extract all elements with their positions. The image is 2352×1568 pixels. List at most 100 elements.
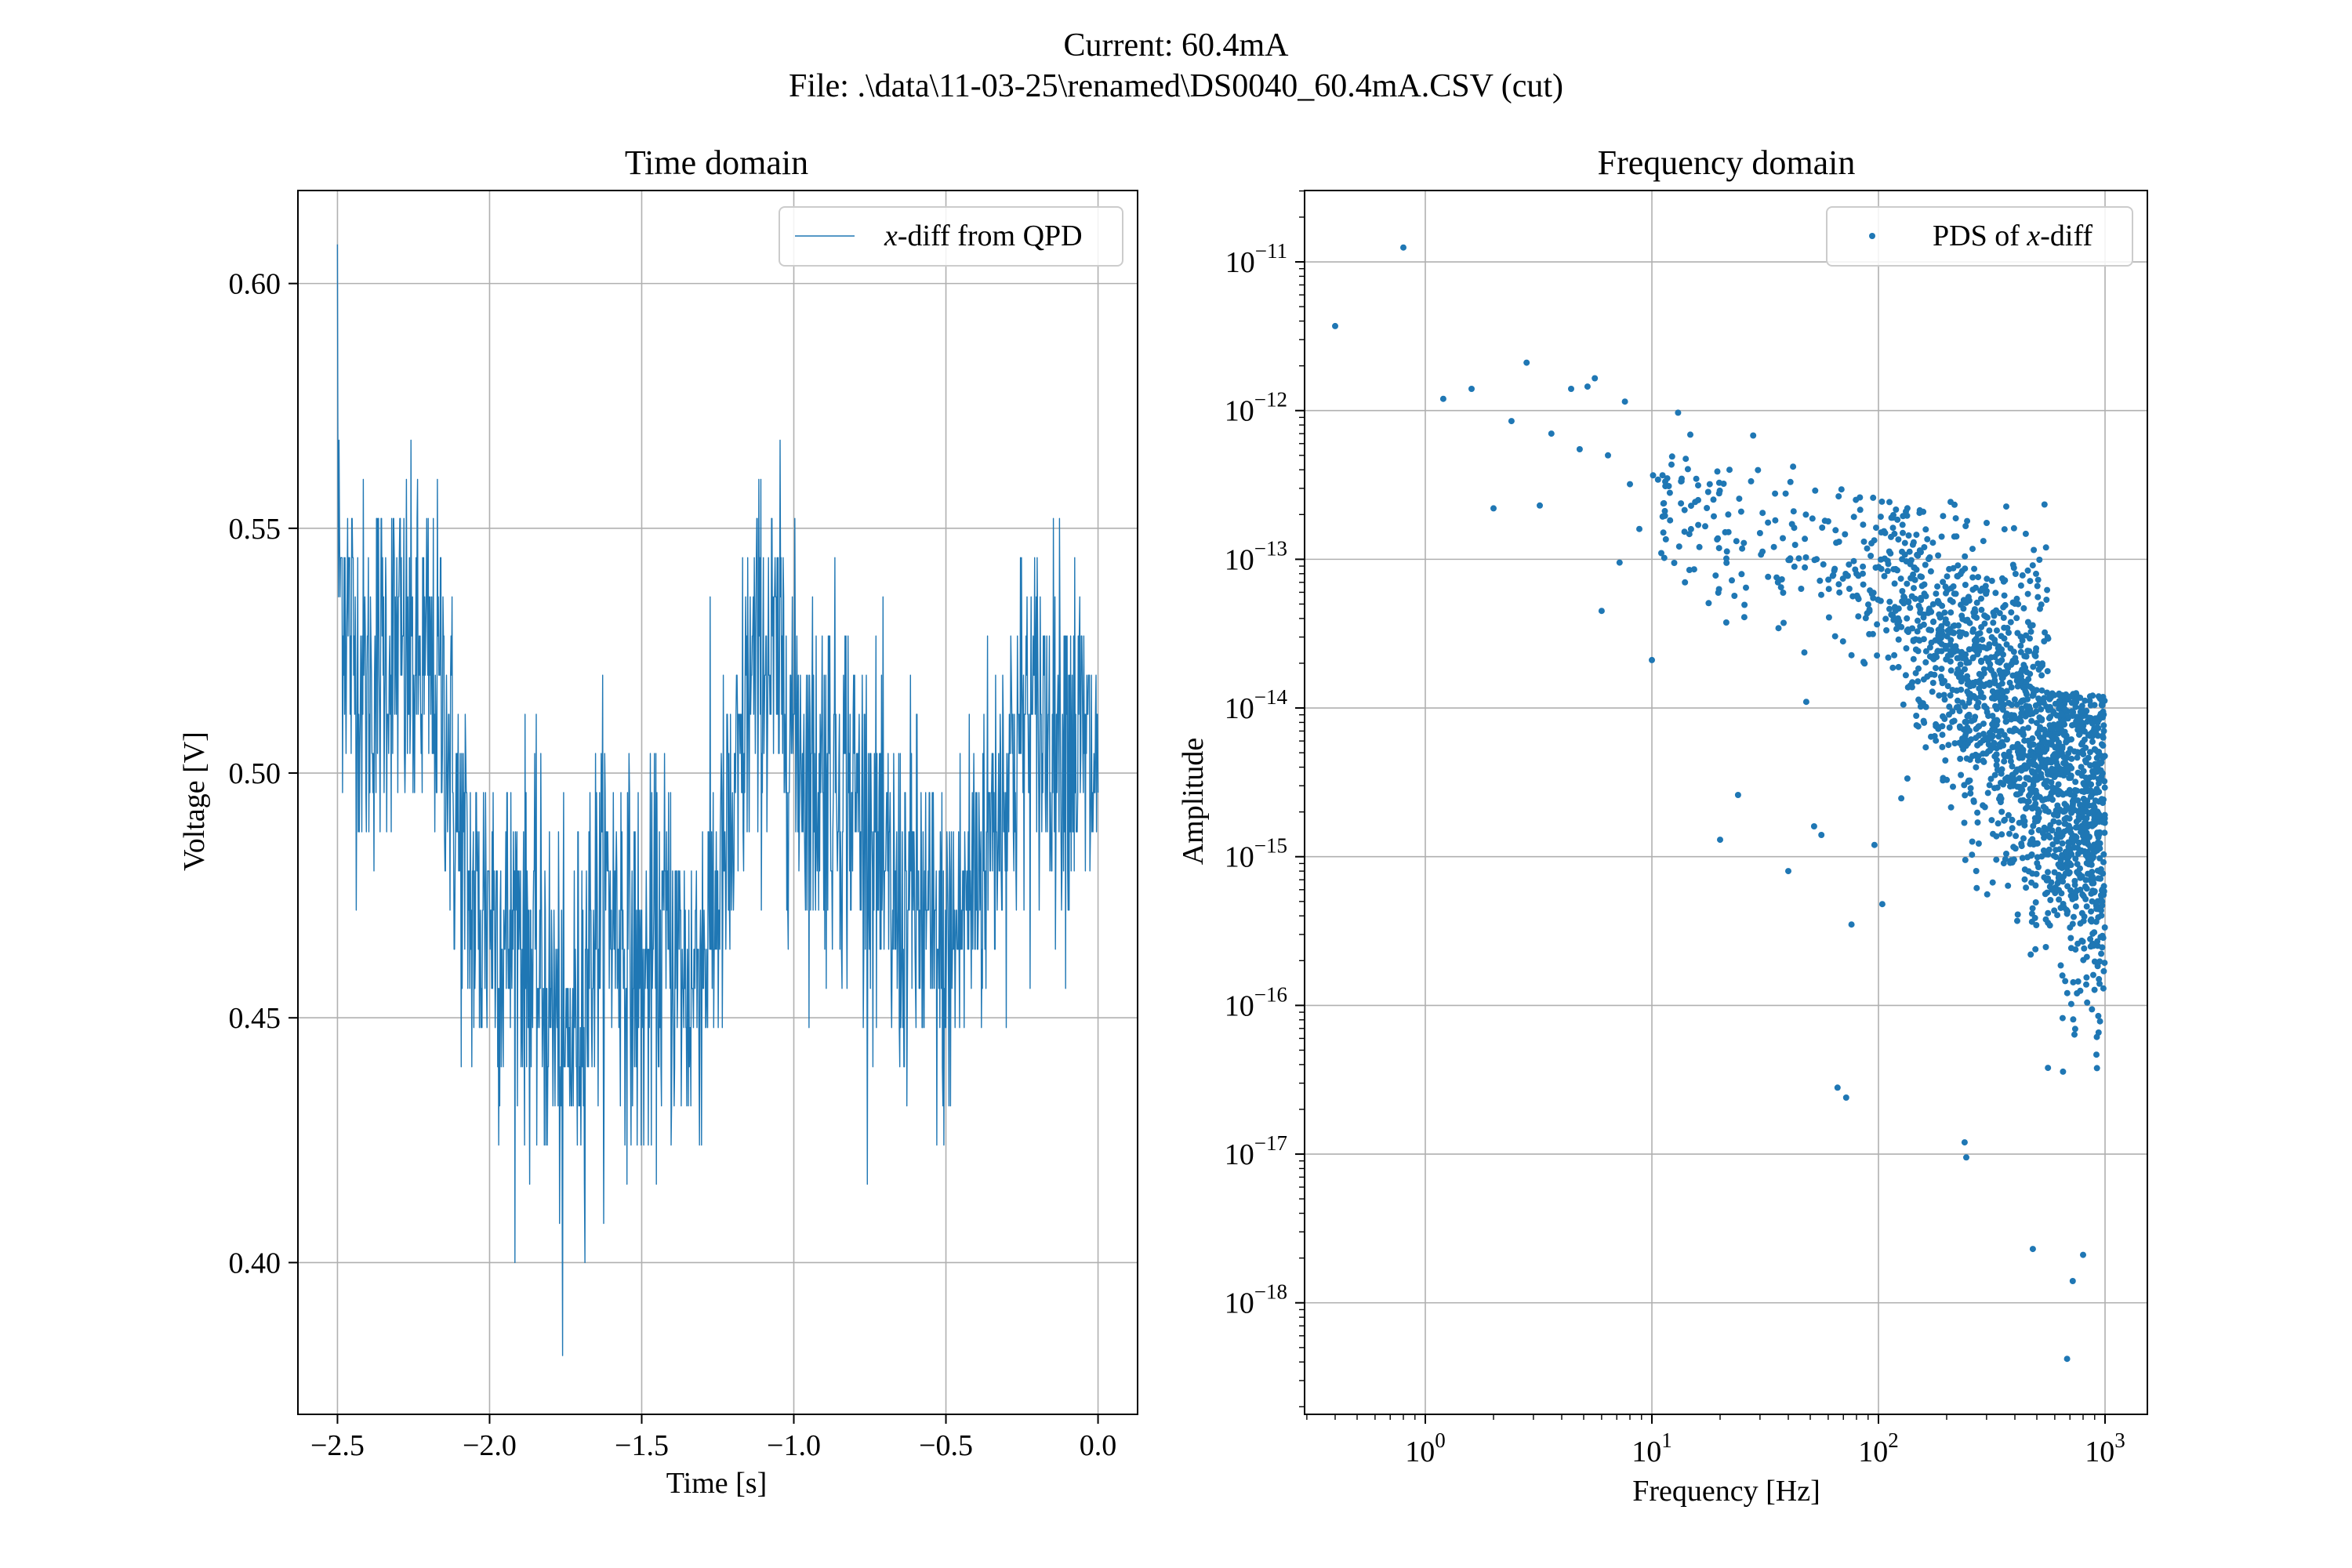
frequency-domain-point bbox=[1986, 627, 1993, 634]
frequency-domain-point bbox=[2077, 886, 2084, 893]
frequency-domain-point bbox=[1884, 568, 1891, 575]
frequency-domain-point bbox=[2065, 713, 2072, 720]
frequency-domain-point bbox=[1921, 544, 1928, 550]
frequency-domain-point bbox=[1914, 628, 1921, 635]
frequency-domain-point bbox=[2062, 978, 2069, 985]
frequency-domain-point bbox=[1973, 764, 1980, 771]
frequency-domain-point bbox=[2051, 907, 2058, 914]
frequency-domain-ytick-label-base: 10 bbox=[1225, 841, 1254, 874]
frequency-domain-point bbox=[2000, 651, 2006, 658]
frequency-domain-point bbox=[1987, 775, 1994, 782]
frequency-domain-point bbox=[2033, 922, 2040, 928]
frequency-domain-point bbox=[1903, 508, 1909, 515]
frequency-domain-point bbox=[1957, 755, 1964, 762]
frequency-domain-point bbox=[1976, 630, 1984, 637]
frequency-domain-point bbox=[1986, 782, 1993, 789]
frequency-domain-point bbox=[1920, 614, 1927, 621]
frequency-domain-ytick-label-base: 10 bbox=[1225, 1138, 1254, 1171]
frequency-domain-point bbox=[1973, 753, 1980, 760]
time-domain-ytick-label: 0.45 bbox=[229, 1002, 281, 1035]
frequency-domain-point bbox=[2014, 741, 2021, 747]
frequency-domain-point bbox=[1871, 841, 1878, 848]
frequency-domain-point bbox=[1881, 572, 1888, 579]
frequency-domain-point bbox=[1964, 616, 1971, 623]
frequency-domain-point bbox=[2003, 851, 2009, 857]
frequency-domain-point bbox=[2043, 877, 2050, 884]
frequency-domain-point bbox=[2037, 664, 2044, 671]
frequency-domain-ytick-label-exponent: −17 bbox=[1254, 1131, 1287, 1155]
frequency-domain-point bbox=[1947, 609, 1955, 616]
frequency-domain-point bbox=[1938, 666, 1945, 673]
frequency-domain-ticks: 100 101 102 10310−1810−1710−1610−1510−1410−… bbox=[1225, 190, 2125, 1468]
frequency-domain-point bbox=[2082, 697, 2089, 704]
frequency-domain-point bbox=[1962, 792, 1969, 799]
frequency-domain-point bbox=[1889, 524, 1896, 532]
frequency-domain-point bbox=[1910, 655, 1917, 662]
frequency-domain-point bbox=[2067, 935, 2074, 942]
frequency-domain-point bbox=[2013, 615, 2020, 622]
frequency-domain-point bbox=[1962, 703, 1969, 710]
frequency-domain-point bbox=[2059, 745, 2066, 752]
frequency-domain-point bbox=[2001, 592, 2008, 599]
frequency-domain-point bbox=[1812, 487, 1819, 494]
frequency-domain-point bbox=[1962, 565, 1969, 572]
frequency-domain-point bbox=[1973, 584, 1980, 591]
frequency-domain-point bbox=[1681, 528, 1688, 535]
frequency-domain-point bbox=[1991, 753, 1998, 760]
frequency-domain-ytick-label-base: 10 bbox=[1225, 989, 1254, 1022]
frequency-domain-point bbox=[1991, 673, 1998, 680]
frequency-domain-point bbox=[1943, 645, 1949, 652]
frequency-domain-point bbox=[1998, 633, 2005, 640]
frequency-domain-point bbox=[1907, 575, 1915, 582]
frequency-domain-point bbox=[2051, 774, 2058, 780]
frequency-domain-point bbox=[1926, 644, 1933, 651]
frequency-domain-point bbox=[1679, 475, 1685, 482]
frequency-domain-point bbox=[2078, 847, 2085, 854]
frequency-domain-point bbox=[1866, 630, 1873, 637]
frequency-domain-point bbox=[2099, 702, 2106, 709]
frequency-domain-point bbox=[1855, 613, 1862, 620]
frequency-domain-point bbox=[1854, 594, 1861, 601]
figure-suptitle-current: Current: 60.4mA bbox=[1063, 27, 1289, 64]
frequency-domain-ytick-label: 10−17 bbox=[1225, 1131, 1287, 1171]
frequency-domain-point bbox=[1974, 742, 1981, 749]
frequency-domain-point bbox=[1992, 702, 1998, 710]
frequency-domain-point bbox=[1865, 601, 1871, 608]
frequency-domain-point bbox=[2083, 885, 2090, 892]
time-domain-series bbox=[336, 244, 1099, 1356]
frequency-domain-point bbox=[2000, 694, 2007, 701]
frequency-domain-point bbox=[1891, 530, 1898, 537]
frequency-domain-point bbox=[1831, 567, 1838, 574]
frequency-domain-point bbox=[1913, 532, 1920, 539]
frequency-domain-point bbox=[1687, 431, 1693, 438]
frequency-domain-point bbox=[1785, 868, 1791, 875]
frequency-domain-point bbox=[1998, 700, 2005, 706]
frequency-domain-point bbox=[1947, 804, 1955, 811]
frequency-domain-point bbox=[1729, 577, 1735, 584]
frequency-domain-point bbox=[1976, 679, 1983, 686]
frequency-domain-point bbox=[1731, 593, 1738, 599]
frequency-domain-point bbox=[2063, 989, 2071, 996]
frequency-domain-point bbox=[2045, 846, 2053, 853]
frequency-domain-point bbox=[1659, 513, 1666, 520]
frequency-domain-point bbox=[2064, 859, 2071, 866]
frequency-domain-point bbox=[2086, 698, 2093, 704]
frequency-domain-point bbox=[1871, 537, 1878, 544]
frequency-domain-point bbox=[1825, 614, 1832, 621]
frequency-domain-ytick-label: 10−18 bbox=[1225, 1280, 1287, 1320]
frequency-domain-point bbox=[2074, 978, 2082, 985]
frequency-domain-point bbox=[2059, 972, 2066, 979]
time-domain-ylabel: Voltage [V] bbox=[178, 731, 211, 871]
frequency-domain-point bbox=[1802, 699, 1809, 706]
frequency-domain-point bbox=[1842, 1094, 1849, 1101]
frequency-domain-point bbox=[1825, 586, 1832, 593]
frequency-domain-point bbox=[2053, 854, 2060, 861]
frequency-domain-point bbox=[2020, 604, 2027, 612]
frequency-domain-point bbox=[2044, 668, 2051, 675]
frequency-domain-point bbox=[2060, 760, 2067, 767]
frequency-domain-ytick-label-base: 10 bbox=[1225, 1287, 1254, 1320]
frequency-domain-point bbox=[1809, 515, 1816, 522]
frequency-domain-point bbox=[1649, 656, 1655, 663]
frequency-domain-point bbox=[1921, 581, 1928, 588]
frequency-domain-point bbox=[2021, 684, 2028, 691]
